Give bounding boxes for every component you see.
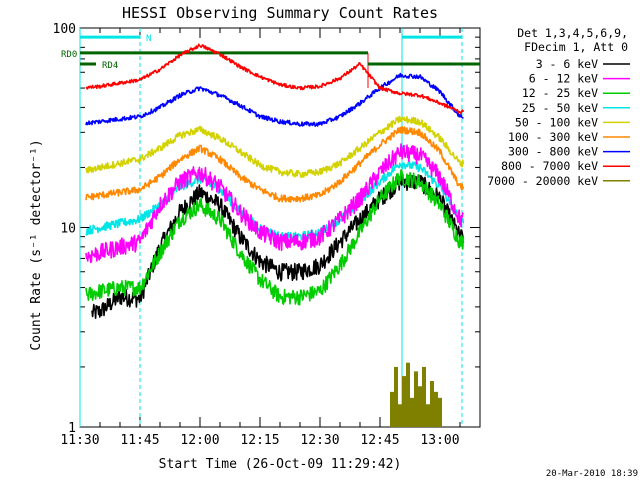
series-bar-7000-20000kev bbox=[406, 362, 410, 427]
series-bar-7000-20000kev bbox=[414, 371, 418, 427]
legend-label: 3 - 6 keV bbox=[536, 57, 598, 71]
series-line bbox=[85, 169, 465, 306]
series-bar-7000-20000kev bbox=[422, 366, 426, 427]
series-bar-7000-20000kev bbox=[398, 404, 402, 427]
legend-label: 800 - 7000 keV bbox=[501, 159, 598, 173]
series-line bbox=[85, 143, 464, 264]
legend-header-line-2: FDecim 1, Att 0 bbox=[524, 40, 628, 54]
legend-label: 6 - 12 keV bbox=[529, 72, 598, 86]
y-tick-label: 1 bbox=[68, 421, 76, 436]
state-bands: N RD0 RD4 bbox=[61, 28, 480, 427]
series-bar-7000-20000kev bbox=[402, 376, 406, 427]
y-axis-label: Count Rate (s⁻¹ detector⁻¹) bbox=[29, 139, 44, 350]
chart-title: HESSI Observing Summary Count Rates bbox=[122, 4, 438, 22]
series-bar-7000-20000kev bbox=[410, 397, 414, 427]
series-layer bbox=[85, 43, 465, 427]
legend-label: 300 - 800 keV bbox=[508, 145, 598, 159]
series-bar-7000-20000kev bbox=[426, 404, 430, 427]
legend-label: 12 - 25 keV bbox=[522, 86, 598, 100]
x-tick-label: 12:00 bbox=[180, 433, 219, 448]
x-tick-label: 13:00 bbox=[420, 433, 459, 448]
legend-label: 25 - 50 keV bbox=[522, 101, 598, 115]
series-line bbox=[85, 160, 465, 242]
legend-label: 100 - 300 keV bbox=[508, 130, 598, 144]
x-tick-label: 11:30 bbox=[60, 433, 99, 448]
legend-label: 7000 - 20000 keV bbox=[487, 174, 598, 188]
series-bar-7000-20000kev bbox=[434, 391, 438, 427]
rd4-label: RD4 bbox=[102, 61, 118, 71]
series-bar-7000-20000kev bbox=[394, 366, 398, 427]
legend-label: 50 - 100 keV bbox=[515, 115, 598, 129]
series-bar-7000-20000kev bbox=[390, 391, 394, 427]
series-bar-7000-20000kev bbox=[430, 381, 434, 427]
series-bar-7000-20000kev bbox=[438, 397, 442, 427]
x-tick-label: 12:45 bbox=[360, 433, 399, 448]
series-line bbox=[85, 72, 464, 127]
series-line bbox=[85, 43, 465, 115]
x-tick-label: 11:45 bbox=[120, 433, 159, 448]
y-tick-label: 10 bbox=[60, 222, 76, 237]
night-band-label: N bbox=[146, 34, 151, 44]
series-bar-7000-20000kev bbox=[418, 386, 422, 427]
series-line bbox=[85, 115, 465, 178]
y-tick-label: 100 bbox=[53, 22, 76, 37]
x-tick-label: 12:15 bbox=[240, 433, 279, 448]
x-axis-label: Start Time (26-Oct-09 11:29:42) bbox=[159, 457, 402, 472]
x-tick-label: 12:30 bbox=[300, 433, 339, 448]
legend-header-line-1: Det 1,3,4,5,6,9, bbox=[517, 26, 628, 40]
footer-timestamp: 20-Mar-2010 18:39 bbox=[546, 469, 638, 479]
series-line bbox=[85, 126, 465, 203]
rd0-label: RD0 bbox=[61, 50, 77, 60]
axes-ticks: 11:30 11:45 12:00 12:15 12:30 12:45 13:00 1 10 10… bbox=[53, 22, 481, 448]
